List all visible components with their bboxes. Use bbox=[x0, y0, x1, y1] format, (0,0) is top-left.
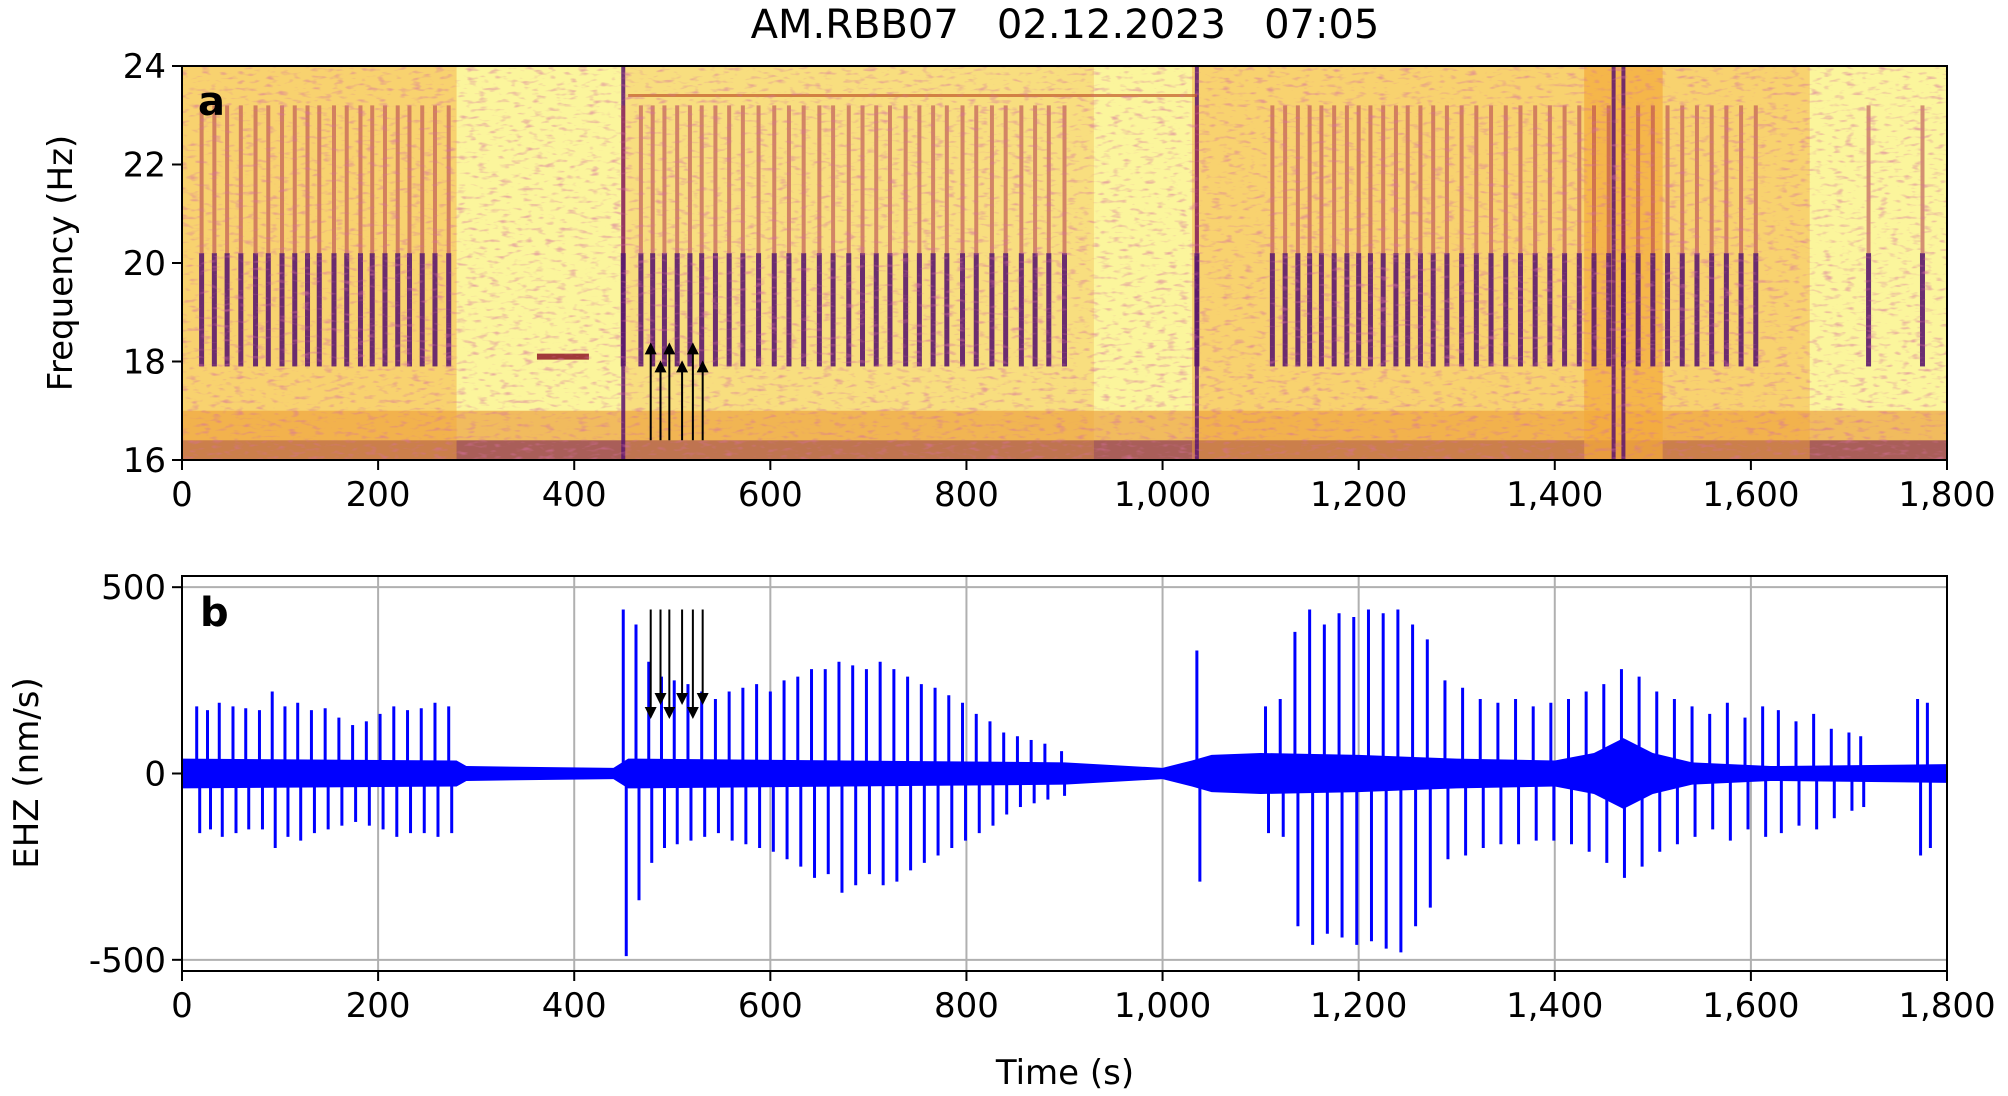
spectrogram-texture bbox=[182, 66, 1947, 460]
waveform-y-axis: -500 0 500 bbox=[89, 568, 182, 981]
x-tick-label: 1,800 bbox=[1898, 475, 1995, 515]
spectrogram-ylabel: Frequency (Hz) bbox=[41, 135, 81, 391]
spectrogram-y-axis: 16 18 20 22 24 bbox=[123, 47, 182, 481]
x-tick-label: 0 bbox=[171, 986, 193, 1026]
y-tick-label: 0 bbox=[144, 755, 166, 795]
waveform-xlabel: Time (s) bbox=[995, 1053, 1134, 1093]
x-tick-label: 1,400 bbox=[1506, 986, 1603, 1026]
panel-label-a: a bbox=[198, 79, 225, 125]
spectrogram-arrows bbox=[644, 342, 709, 441]
x-tick-label: 1,800 bbox=[1898, 986, 1995, 1026]
x-tick-label: 200 bbox=[346, 986, 411, 1026]
x-tick-label: 1,600 bbox=[1702, 986, 1799, 1026]
x-tick-label: 200 bbox=[346, 475, 411, 515]
x-tick-label: 1,400 bbox=[1506, 475, 1603, 515]
waveform-x-axis: 0 200 400 600 800 1,000 1,200 1,400 1,600 1,800 bbox=[171, 971, 1996, 1026]
x-tick-label: 1,000 bbox=[1114, 475, 1211, 515]
x-tick-label: 400 bbox=[542, 986, 607, 1026]
y-tick-label: 22 bbox=[123, 146, 166, 186]
x-tick-label: 600 bbox=[738, 986, 803, 1026]
y-tick-label: 24 bbox=[123, 47, 166, 87]
figure-title: AM.RBB07 02.12.2023 07:05 bbox=[751, 2, 1380, 48]
spectrogram-x-axis: 0 200 400 600 800 1,000 1,200 1,400 1,600 1,800 bbox=[171, 460, 1996, 515]
waveform-pulses bbox=[195, 609, 1932, 957]
x-tick-label: 1,200 bbox=[1310, 475, 1407, 515]
y-tick-label: -500 bbox=[89, 941, 166, 981]
spectrogram-panel: 0 200 400 600 800 1,000 1,200 1,400 1,600 1,800 1… bbox=[41, 47, 1996, 515]
waveform-arrows bbox=[644, 609, 709, 719]
x-tick-label: 0 bbox=[171, 475, 193, 515]
x-tick-label: 1,600 bbox=[1702, 475, 1799, 515]
x-tick-label: 1,200 bbox=[1310, 986, 1407, 1026]
panel-label-b: b bbox=[200, 590, 229, 636]
y-tick-label: 20 bbox=[123, 244, 166, 284]
spectrogram-plot-area bbox=[182, 66, 1947, 460]
x-tick-label: 400 bbox=[542, 475, 607, 515]
x-tick-label: 600 bbox=[738, 475, 803, 515]
x-tick-label: 800 bbox=[934, 986, 999, 1026]
y-tick-label: 500 bbox=[101, 568, 166, 608]
waveform-panel: 0 200 400 600 800 1,000 1,200 1,400 1,600 1,800 -… bbox=[7, 568, 1996, 1093]
y-tick-label: 18 bbox=[123, 343, 166, 383]
y-tick-label: 16 bbox=[123, 441, 166, 481]
x-tick-label: 800 bbox=[934, 475, 999, 515]
x-tick-label: 1,000 bbox=[1114, 986, 1211, 1026]
waveform-ylabel: EHZ (nm/s) bbox=[7, 677, 47, 869]
waveform-plot-area bbox=[182, 609, 1947, 957]
